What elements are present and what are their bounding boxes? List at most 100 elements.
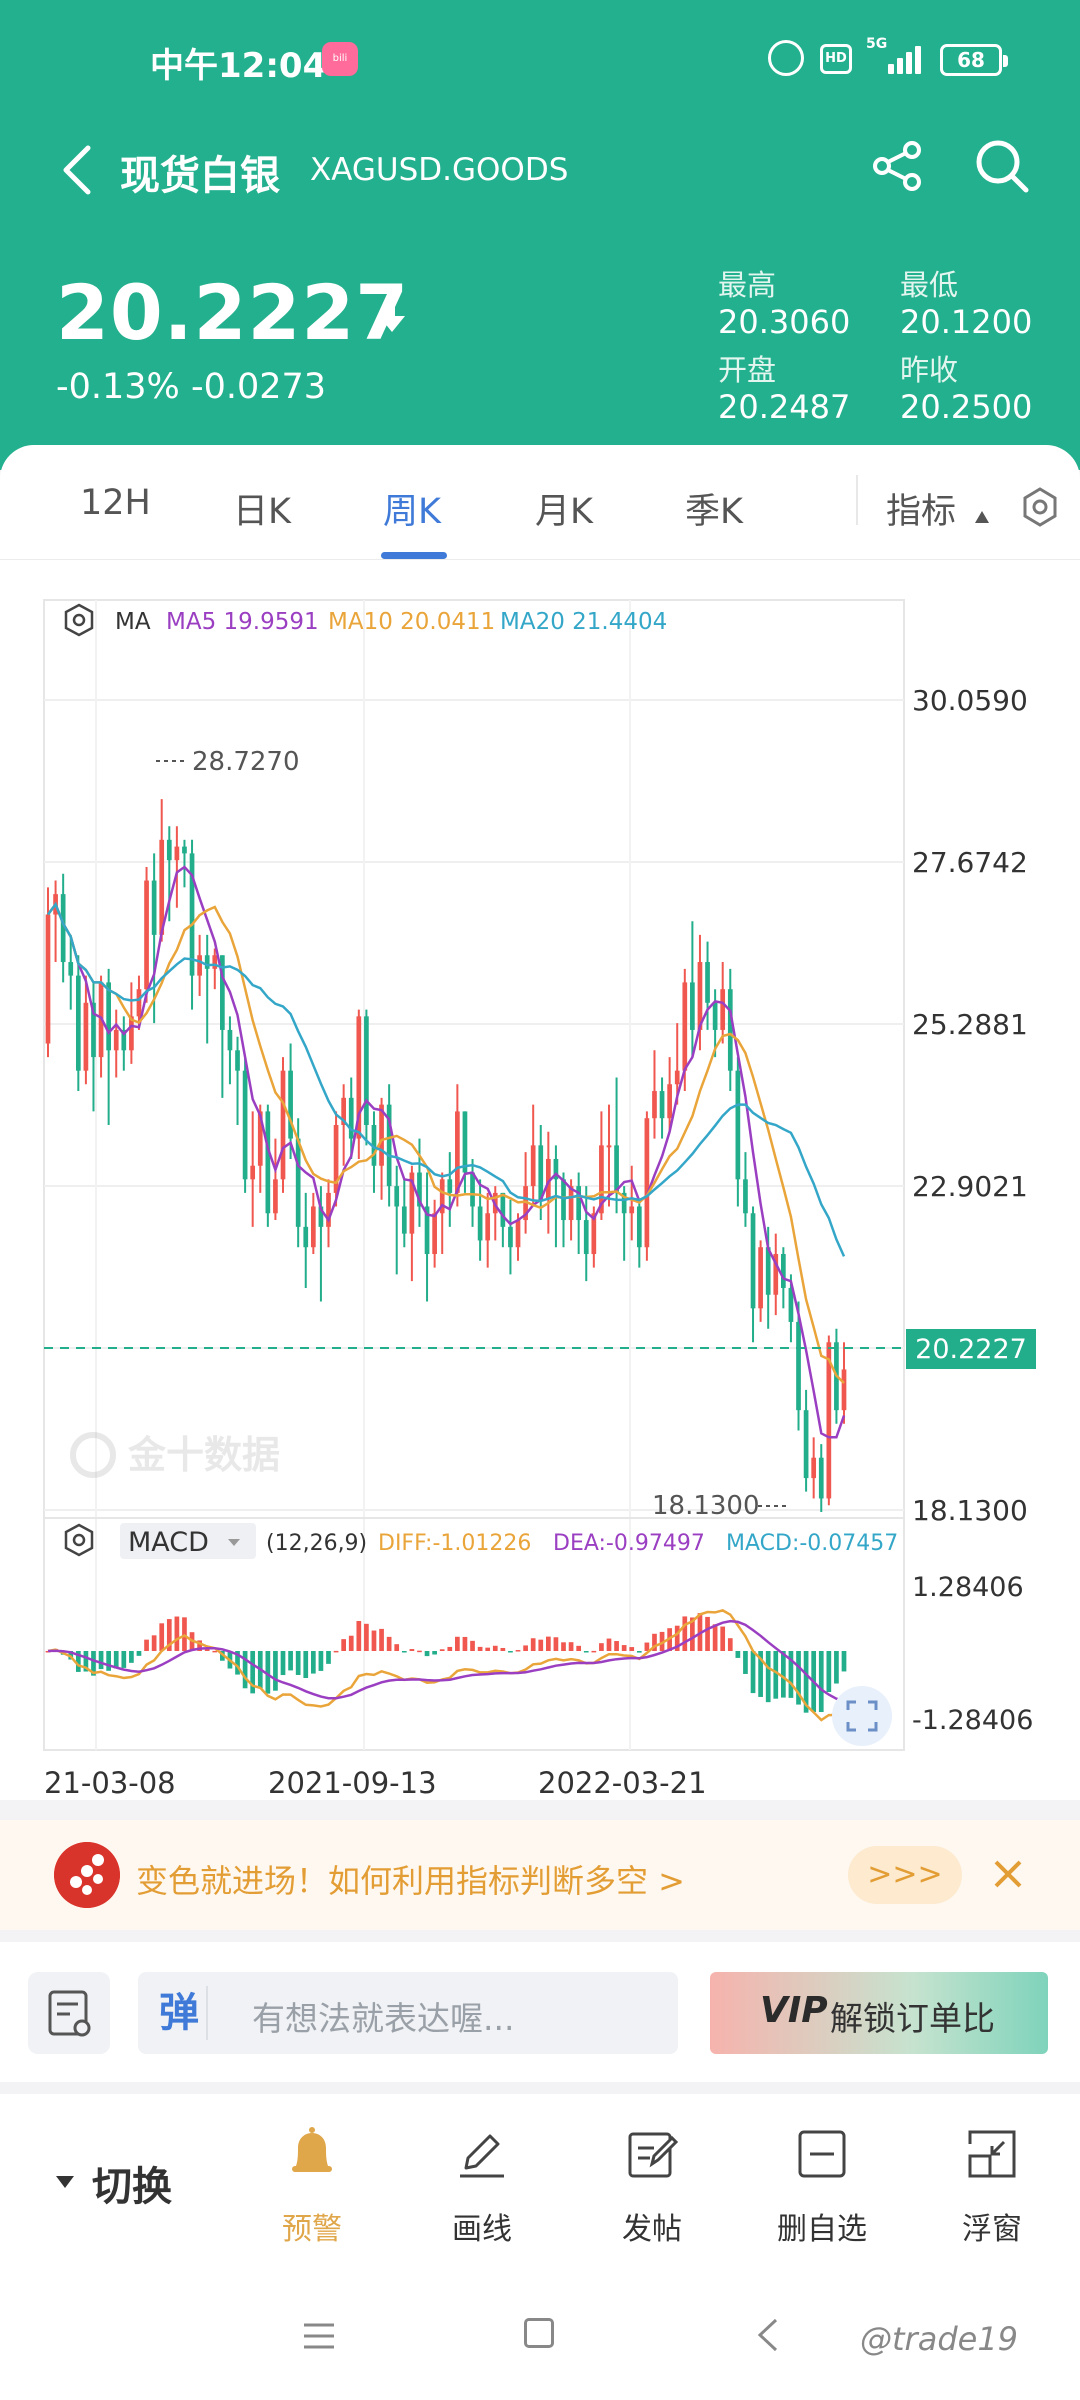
bell-icon[interactable] [282,2124,342,2184]
candle-body [750,1213,756,1309]
ma-settings-gear-icon [64,603,94,637]
banner-text[interactable]: 变色就进场！如何利用指标判断多空 > [136,1862,685,1900]
tab-monthly[interactable]: 月K [535,492,593,532]
macd-dea: DEA:-0.97497 [553,1531,705,1556]
nav-remove-watchlist-label[interactable]: 删自选 [777,2212,867,2247]
candle-body [485,1213,491,1241]
macd-bar [614,1641,619,1651]
macd-bar [515,1650,521,1652]
comment-input[interactable]: 弹 有想法就表达喔... [138,1972,678,2054]
macd-bar [197,1640,202,1651]
indicator-dropdown[interactable]: 指标 [886,492,957,532]
close-icon[interactable] [988,1854,1028,1894]
signal-icon [888,42,928,74]
battery-icon: 68 [940,44,1008,76]
unlock-order-ratio-button[interactable]: VIP 解锁订单比 [710,1972,1048,2054]
system-back-icon[interactable] [752,2316,782,2354]
macd-params: (12,26,9) [266,1531,367,1556]
x-label-1: 21-03-08 [44,1766,176,1800]
ma-label: MA [115,609,151,635]
price-tick-label: 30.0590 [912,684,1028,717]
note-icon[interactable] [28,1972,110,2054]
macd-bar [841,1651,847,1672]
price-change: -0.13% -0.0273 [56,367,327,407]
candle-body [705,962,710,1003]
tab-quarterly[interactable]: 季K [685,492,743,532]
tab-daily[interactable]: 日K [233,492,291,532]
macd-bar [273,1651,278,1691]
chart-area[interactable]: 金十数据 MA MA5 19.9591 MA10 20.0411 MA20 21… [0,560,1080,1800]
candlesticks [45,799,847,1513]
nav-alert-label[interactable]: 预警 [282,2212,342,2247]
macd-bar [174,1616,180,1651]
float-window-icon[interactable] [962,2124,1022,2184]
nav-post-label[interactable]: 发帖 [622,2212,682,2247]
macd-bar [652,1633,657,1651]
switch-button[interactable]: 切换 [92,2164,172,2210]
price-axis: 30.059027.674225.288122.902120.516018.13… [912,684,1028,1527]
macd-bar [636,1651,642,1653]
kline-chart[interactable]: 金十数据 MA MA5 19.9591 MA10 20.0411 MA20 21… [0,560,1080,1800]
promo-banner[interactable]: 变色就进场！如何利用指标判断多空 > >>> [0,1820,1080,1930]
macd-bar [318,1651,324,1671]
price-tick-label: 27.6742 [912,846,1028,879]
banner-more-button[interactable]: >>> [848,1846,962,1904]
macd-bar [371,1630,377,1651]
candle-body [545,1158,551,1200]
macd-bar [341,1639,347,1651]
stat-high-value: 20.3060 [718,303,851,341]
macd-bar [530,1638,536,1651]
tab-divider [856,475,858,525]
edit-note-icon[interactable] [622,2124,682,2184]
gear-icon[interactable] [1020,487,1060,527]
minus-square-icon[interactable] [792,2124,852,2184]
candle-body [765,1247,771,1295]
macd-bar [583,1651,589,1653]
macd-bar [659,1631,665,1651]
candle-body [561,1179,566,1221]
nav-draw-label[interactable]: 画线 [452,2212,512,2247]
recent-apps-icon[interactable] [302,2322,336,2350]
candle-body [606,1145,612,1148]
tab-weekly[interactable]: 周K [383,492,441,532]
alarm-icon [768,40,804,76]
watermark-text: 金十数据 [127,1433,280,1477]
candle-body [720,989,726,1030]
pencil-icon[interactable] [452,2124,512,2184]
candle-body [803,1410,809,1479]
bottom-toolbar: 切换 预警 画线 发帖 删自选 浮窗 [0,2094,1080,2264]
macd-bar [432,1651,437,1655]
candle-body [568,1186,574,1221]
macd-bar [364,1623,369,1651]
macd-bar [91,1651,96,1676]
candle-body [303,1226,309,1248]
back-icon[interactable] [56,142,100,198]
tab-12h[interactable]: 12H [80,483,151,523]
ma10-label: MA10 20.0411 [328,609,495,635]
search-icon[interactable] [970,134,1034,198]
macd-bar [356,1620,362,1651]
danmaku-badge-icon[interactable]: 弹 [152,1986,208,2040]
macd-legend: MACD (12,26,9) DIFF:-1.01226 DEA:-0.9749… [64,1523,898,1559]
candle-body [151,880,157,935]
macd-bar [424,1651,430,1657]
macd-bar [629,1647,635,1651]
macd-bar [561,1642,566,1651]
home-icon[interactable] [524,2318,554,2348]
macd-bar [166,1619,172,1651]
candle-body [636,1206,642,1248]
candle-body [470,1172,475,1207]
candle-body [341,1097,347,1125]
candle-body [91,1002,96,1058]
price-tick-label: 25.2881 [912,1008,1028,1041]
share-icon[interactable] [868,136,928,196]
candle-body [83,1002,89,1071]
dea-line [47,1619,845,1703]
hd-icon: HD [820,44,852,74]
macd-bar [75,1651,81,1672]
nav-float-label[interactable]: 浮窗 [962,2212,1022,2247]
bilibili-icon: bili [322,42,358,76]
caret-down-icon [56,2176,74,2188]
candle-body [257,1111,263,1166]
macd-bar [796,1651,801,1705]
